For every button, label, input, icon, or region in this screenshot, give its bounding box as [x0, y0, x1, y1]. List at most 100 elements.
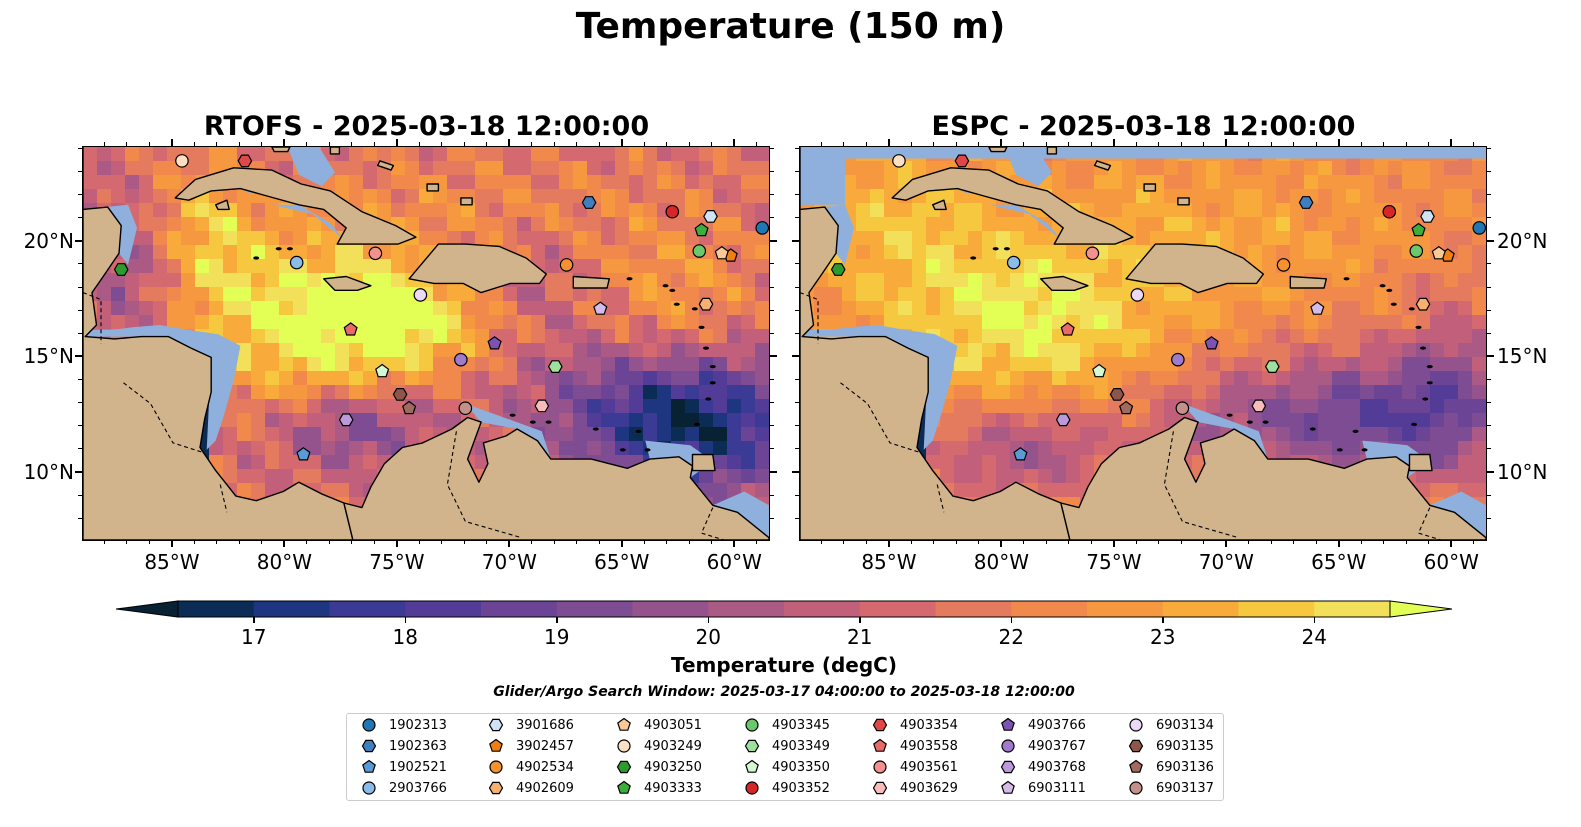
legend-label: 4903558	[900, 738, 958, 754]
y-tick-mark-right	[770, 239, 777, 242]
legend-label: 6903135	[1156, 738, 1214, 754]
y-minor-tick-right	[1487, 448, 1491, 450]
y-tick-label: 10°N	[1497, 459, 1548, 484]
x-tick-label: 80°W	[256, 550, 313, 574]
float-marker-4903354	[954, 154, 970, 168]
colorbar-tick-mark	[1010, 617, 1013, 623]
float-marker-2903766	[1006, 255, 1021, 270]
colorbar-tick-mark	[859, 617, 861, 623]
y-minor-tick-right	[1487, 170, 1491, 172]
float-marker-4902534	[1276, 258, 1291, 272]
search-window-text: Glider/Argo Search Window: 2025-03-17 04…	[493, 684, 1075, 700]
legend-label: 4903354	[900, 717, 958, 733]
y-minor-tick-right	[770, 309, 774, 311]
y-minor-tick	[78, 286, 82, 288]
x-minor-tick-top	[1315, 142, 1317, 146]
float-marker-3901686	[703, 209, 718, 223]
x-minor-tick	[843, 540, 845, 544]
legend-label: 6903136	[1156, 759, 1214, 775]
y-minor-tick	[78, 517, 82, 519]
legend-marker	[745, 781, 759, 795]
x-minor-tick	[1428, 540, 1430, 544]
legend-label: 4903349	[772, 738, 830, 754]
legend-item: 4903333	[616, 778, 702, 798]
float-marker-4903558	[343, 322, 358, 336]
x-minor-tick-top	[1248, 142, 1250, 146]
y-tick-label: 10°N	[23, 459, 74, 484]
x-minor-tick-top	[553, 142, 555, 146]
y-minor-tick-right	[770, 517, 774, 519]
x-minor-tick-top	[978, 142, 980, 146]
y-tick-mark-right	[1487, 239, 1494, 242]
x-minor-tick-top	[238, 142, 240, 146]
x-minor-tick-top	[261, 142, 263, 146]
legend-item: 6903135	[1128, 736, 1214, 756]
legend-marker	[488, 718, 504, 732]
colorbar-segment	[178, 601, 255, 617]
legend-label: 1902363	[389, 738, 447, 754]
y-minor-tick-right	[770, 147, 774, 149]
x-minor-tick	[1405, 540, 1407, 544]
legend-item: 4903354	[872, 715, 958, 735]
float-marker-4903051	[1431, 245, 1446, 260]
colorbar-segment	[481, 601, 558, 617]
legend-marker	[745, 718, 759, 732]
float-marker-4903249	[892, 154, 906, 168]
x-minor-tick-top	[328, 142, 330, 146]
float-marker-4903352	[665, 204, 680, 219]
y-minor-tick-right	[1487, 309, 1491, 311]
x-minor-tick-top	[1473, 142, 1475, 146]
legend-label: 4903766	[1028, 717, 1086, 733]
legend-item: 4903350	[744, 757, 830, 777]
y-tick-mark	[792, 470, 799, 473]
float-marker-4903561	[368, 246, 383, 261]
legend-marker	[362, 759, 376, 773]
legend-item: 4903345	[744, 715, 830, 735]
legend-marker-4903345	[745, 718, 759, 732]
x-minor-tick	[756, 540, 758, 544]
x-minor-tick	[1383, 540, 1385, 544]
x-minor-tick-top	[1158, 142, 1160, 146]
legend-marker-4903249	[617, 739, 631, 753]
y-minor-tick-right	[1487, 194, 1491, 196]
float-marker-1902363	[1298, 196, 1314, 209]
x-minor-tick	[865, 540, 867, 544]
legend-label: 4903051	[644, 717, 702, 733]
legend-label: 4903350	[772, 759, 830, 775]
no-data-band	[800, 147, 1486, 159]
colorbar-segment	[1162, 601, 1240, 617]
x-minor-tick-top	[1203, 142, 1205, 146]
colorbar-segment	[253, 601, 331, 617]
x-minor-tick-top	[843, 142, 845, 146]
y-tick-mark-right	[770, 355, 777, 358]
x-minor-tick	[1180, 540, 1182, 544]
y-minor-tick	[78, 263, 82, 265]
float-marker-6903137	[1175, 401, 1190, 416]
x-minor-tick	[351, 540, 353, 544]
y-tick-mark-right	[1487, 470, 1494, 473]
x-tick-mark-top	[1450, 139, 1453, 146]
legend-marker	[361, 739, 377, 753]
x-minor-tick	[1158, 540, 1160, 544]
legend-item: 6903111	[1000, 778, 1086, 798]
y-minor-tick-right	[770, 286, 774, 288]
y-minor-tick	[795, 194, 799, 196]
x-minor-tick	[978, 540, 980, 544]
x-tick-mark-top	[1000, 139, 1003, 146]
y-minor-tick	[78, 448, 82, 450]
temperature-colorbar	[116, 600, 1452, 618]
x-minor-tick	[193, 540, 195, 544]
x-minor-tick-top	[103, 142, 105, 146]
float-marker-6903111	[593, 301, 608, 315]
x-tick-mark-top	[1337, 139, 1340, 146]
legend-item: 4903250	[616, 757, 702, 777]
colorbar-tick-label: 23	[1150, 625, 1176, 649]
colorbar-tick-label: 21	[847, 625, 873, 649]
country-borders	[83, 292, 725, 540]
float-marker-4903629	[534, 399, 550, 413]
float-marker-6903135	[392, 388, 408, 401]
x-minor-tick-top	[756, 142, 758, 146]
y-tick-label: 15°N	[1497, 344, 1548, 369]
legend-item: 4903051	[616, 715, 702, 735]
x-minor-tick	[955, 540, 957, 544]
